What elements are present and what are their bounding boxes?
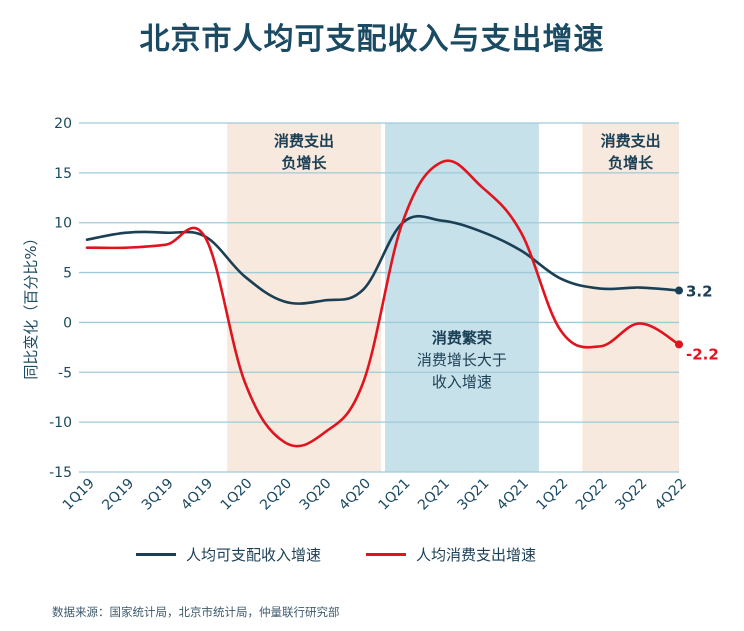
x-tick-label-4: 1Q20 bbox=[218, 476, 256, 514]
band-0-label-1: 负增长 bbox=[282, 154, 328, 172]
x-tick-label-12: 1Q22 bbox=[533, 476, 571, 514]
x-tick-label-14: 3Q22 bbox=[612, 476, 650, 514]
source-note: 数据来源：国家统计局，北京市统计局，仲量联行研究部 bbox=[52, 605, 340, 619]
x-tick-label-15: 4Q22 bbox=[652, 476, 690, 514]
y-tick-label-1: 15 bbox=[54, 166, 72, 182]
y-axis-label: 同比变化（百分比%） bbox=[22, 230, 40, 379]
x-tick-label-11: 4Q21 bbox=[494, 476, 532, 514]
series-line-1 bbox=[85, 159, 681, 448]
legend-swatch-income bbox=[136, 553, 176, 556]
y-tick-label-6: -10 bbox=[49, 415, 72, 431]
x-tick-label-1: 2Q19 bbox=[99, 476, 137, 514]
x-tick-label-13: 2Q22 bbox=[573, 476, 611, 514]
x-tick-label-9: 2Q21 bbox=[415, 476, 453, 514]
y-tick-label-4: 0 bbox=[63, 315, 72, 331]
x-tick-label-5: 2Q20 bbox=[257, 476, 295, 514]
x-tick-label-3: 4Q19 bbox=[178, 476, 216, 514]
legend-label-spending: 人均消费支出增速 bbox=[416, 546, 537, 564]
y-tick-label-5: -5 bbox=[58, 365, 72, 381]
legend-label-income: 人均可支配收入增速 bbox=[186, 546, 322, 564]
x-tick-label-0: 1Q19 bbox=[60, 476, 98, 514]
x-ticks-layer: 1Q19 2Q19 3Q19 4Q19 1Q20 2Q20 3Q20 4Q20 1Q21 2Q21… bbox=[60, 476, 690, 514]
legend-swatch-spending bbox=[366, 553, 406, 556]
band-1-label-0: 消费繁荣 bbox=[432, 329, 493, 347]
x-tick-label-6: 3Q20 bbox=[297, 476, 335, 514]
end-label-1: -2.2 bbox=[686, 345, 719, 363]
band-2-label-1: 负增长 bbox=[608, 154, 654, 172]
chart-title: 北京市人均可支配收入与支出增速 bbox=[139, 22, 605, 57]
legend-item-income: 人均可支配收入增速 bbox=[136, 544, 321, 565]
end-label-0: 3.2 bbox=[686, 283, 713, 301]
y-tick-label-3: 5 bbox=[63, 266, 72, 282]
x-tick-label-7: 4Q20 bbox=[336, 476, 374, 514]
y-tick-label-0: 20 bbox=[54, 116, 72, 132]
legend-item-spending: 人均消费支出增速 bbox=[366, 544, 536, 565]
x-tick-label-8: 1Q21 bbox=[376, 476, 414, 514]
series-end-point-1 bbox=[675, 340, 683, 349]
y-tick-label-2: 10 bbox=[54, 216, 72, 232]
band-2-label-0: 消费支出 bbox=[601, 132, 661, 150]
legend: 人均可支配收入增速 人均消费支出增速 bbox=[0, 544, 744, 568]
grid-layer bbox=[79, 122, 679, 473]
series-end-point-0 bbox=[675, 286, 683, 295]
band-1 bbox=[385, 123, 539, 472]
bands-layer bbox=[227, 123, 679, 472]
y-tick-label-7: -15 bbox=[49, 465, 72, 481]
x-tick-label-2: 3Q19 bbox=[139, 476, 177, 514]
band-2 bbox=[582, 123, 679, 472]
band-0-label-0: 消费支出 bbox=[274, 132, 334, 150]
series-layer bbox=[85, 159, 683, 448]
x-tick-label-10: 3Q21 bbox=[454, 476, 492, 514]
band-1-label-2: 收入增速 bbox=[432, 373, 492, 391]
band-1-label-1: 消费增长大于 bbox=[417, 351, 507, 369]
band-0 bbox=[227, 123, 381, 472]
y-ticks-layer: 20 15 10 5 0 -5 -10 -15 bbox=[49, 116, 72, 481]
